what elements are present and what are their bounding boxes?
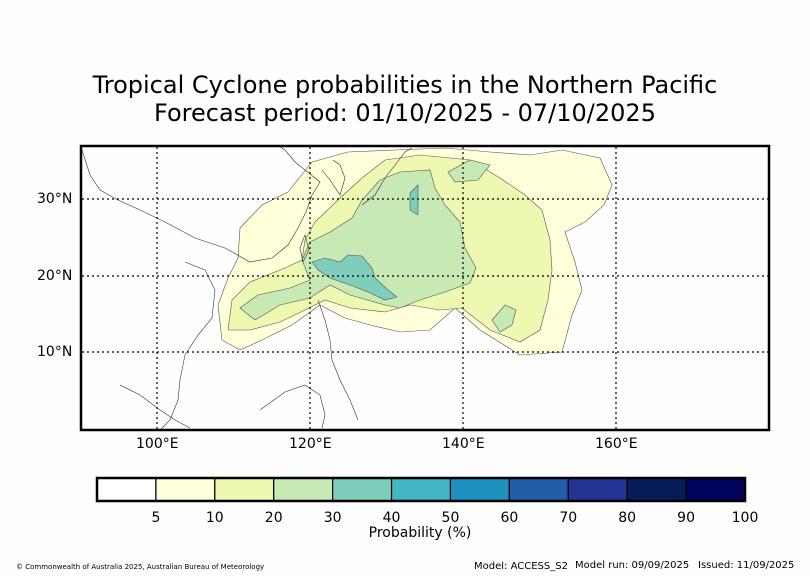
map-gridlines (82, 147, 769, 430)
colorbar-frame (95, 476, 747, 503)
copyright-notice: © Commonwealth of Australia 2025, Austra… (16, 563, 265, 571)
colorbar-tick-label: 60 (500, 510, 519, 526)
map-title: Tropical Cyclone probabilities in the No… (92, 71, 718, 99)
contour-30-percent (311, 254, 398, 301)
colorbar-tick-label: 10 (205, 510, 224, 526)
colorbar (96, 477, 746, 502)
coastlines (81, 146, 413, 431)
colorbar-tick-label: 90 (677, 510, 695, 526)
colorbar-tick-label: 70 (559, 510, 578, 526)
lon-label-100e: 100°E (136, 436, 179, 452)
colorbar-swatch (626, 477, 687, 502)
colorbar-swatch (449, 477, 510, 502)
japan-coast (361, 147, 413, 206)
model-run-date: Model run: 09/09/2025 (575, 560, 690, 571)
lon-label-120e: 120°E (289, 436, 332, 452)
malay-peninsula-coast (119, 384, 191, 429)
lat-label-10n: 10°N (37, 344, 73, 360)
colorbar-swatch (214, 477, 275, 502)
colorbar-tick-label: 80 (618, 510, 637, 526)
china-coast (81, 146, 321, 263)
korea-coast (321, 159, 346, 196)
lon-label-160e: 160°E (595, 436, 638, 452)
forecast-period: Forecast period: 01/10/2025 - 07/10/2025 (154, 99, 656, 127)
lon-label-140e: 140°E (442, 436, 485, 452)
map-frame (79, 144, 771, 432)
issued-date: Issued: 11/09/2025 (698, 560, 795, 571)
contour-30-percent-north (409, 184, 419, 216)
colorbar-tick-label: 50 (441, 510, 460, 526)
colorbar-label: Probability (%) (368, 525, 472, 541)
colorbar-tick-label: 100 (731, 510, 759, 526)
contour-20-percent-north (447, 159, 491, 183)
colorbar-tick-label: 5 (151, 510, 161, 526)
colorbar-tick-label: 40 (382, 510, 401, 526)
model-name: Model: ACCESS_S2 (474, 561, 568, 572)
philippines-coast (317, 299, 359, 421)
taiwan-coast (299, 234, 310, 263)
colorbar-swatch (96, 477, 157, 502)
probability-contours (217, 147, 613, 356)
colorbar-tick-label: 20 (264, 510, 283, 526)
colorbar-swatch (390, 477, 452, 502)
colorbar-swatch (155, 477, 216, 502)
colorbar-swatch (508, 477, 569, 502)
colorbar-swatch (332, 477, 393, 502)
indochina-coast (159, 261, 216, 431)
lat-label-20n: 20°N (37, 268, 73, 284)
colorbar-swatch (567, 477, 628, 502)
contour-20-percent-east (491, 304, 517, 333)
lat-label-30n: 30°N (37, 191, 73, 207)
colorbar-swatch (273, 477, 334, 502)
borneo-coast (259, 384, 326, 429)
colorbar-tick-label: 30 (323, 510, 342, 526)
colorbar-swatch (685, 477, 746, 502)
